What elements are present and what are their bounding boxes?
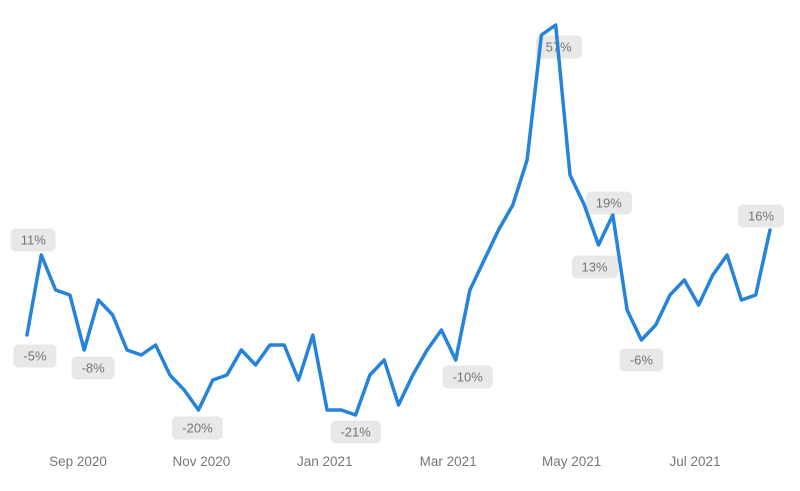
x-axis-label: Jan 2021 <box>297 454 353 469</box>
x-axis-label: Sep 2020 <box>49 454 107 469</box>
data-label-pill: -21% <box>330 420 381 444</box>
x-axis-label: Nov 2020 <box>172 454 231 469</box>
x-axis-label: Jul 2021 <box>669 454 721 469</box>
x-axis-label: Mar 2021 <box>419 454 477 469</box>
x-axis-label: May 2021 <box>541 454 602 469</box>
data-label-pill: -20% <box>172 416 223 440</box>
